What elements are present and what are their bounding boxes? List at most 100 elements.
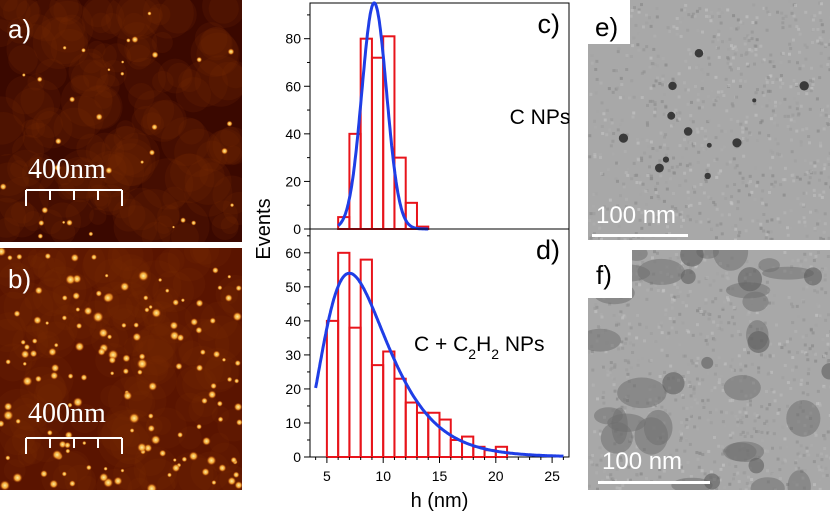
nanoparticle	[126, 38, 131, 43]
nanoparticle	[113, 476, 123, 486]
nanoparticle	[107, 68, 111, 72]
nanoparticle	[102, 293, 113, 303]
scale-bar-e	[592, 234, 688, 237]
y-tick-label: 80	[285, 31, 301, 47]
nanoparticle	[75, 322, 83, 330]
tem-aggregate	[747, 331, 770, 354]
nanoparticle	[20, 349, 30, 359]
nanoparticle	[181, 456, 188, 463]
nanoparticle	[148, 381, 158, 391]
nanoparticle	[132, 332, 142, 342]
histogram-bar	[393, 377, 407, 459]
nanoparticle	[202, 436, 211, 446]
histogram-bar	[370, 364, 385, 459]
fit-curve	[337, 1, 429, 231]
histogram-bar	[382, 350, 396, 459]
fit-curve	[314, 271, 564, 458]
nanoparticle	[53, 342, 59, 348]
nanoparticle	[146, 483, 157, 490]
nanoparticle	[211, 479, 217, 486]
tem-aggregate	[634, 417, 668, 455]
nanoparticle	[120, 468, 125, 473]
tem-particle	[706, 142, 712, 148]
nanoparticle	[82, 440, 87, 446]
nanoparticle	[195, 364, 204, 372]
nanoparticle	[72, 291, 81, 300]
tem-aggregate	[786, 399, 821, 437]
nanoparticle	[68, 480, 76, 487]
nanoparticle	[195, 299, 204, 308]
nanoparticle	[224, 294, 233, 302]
nanoparticle	[176, 333, 185, 342]
nanoparticle	[226, 376, 233, 383]
nanoparticle	[50, 363, 60, 373]
tem-aggregate	[821, 363, 830, 380]
nanoparticle	[151, 51, 159, 59]
nanoparticle	[232, 471, 240, 479]
nanoparticle	[210, 382, 217, 390]
nanoparticle	[190, 220, 197, 226]
nanoparticle	[61, 294, 68, 301]
nanoparticle	[61, 471, 68, 477]
tem-aggregate	[593, 407, 623, 425]
nanoparticle	[120, 71, 125, 76]
nanoparticle	[209, 317, 217, 325]
nanoparticle	[140, 160, 145, 165]
nanoparticle	[201, 397, 208, 405]
y-tick-label: 20	[285, 173, 301, 189]
tem-aggregate	[762, 266, 814, 280]
nanoparticle	[188, 451, 199, 461]
y-tick-label: 30	[285, 347, 301, 363]
nanoparticle	[138, 270, 149, 282]
nanoparticle	[207, 390, 217, 399]
tem-particle	[667, 111, 676, 120]
x-axis-label: h (nm)	[411, 490, 469, 512]
nanoparticle	[22, 376, 33, 387]
nanoparticle	[190, 318, 199, 326]
nanoparticle	[103, 466, 108, 471]
nanoparticle	[0, 420, 5, 428]
panel-label-a: a)	[8, 14, 32, 44]
nanoparticle	[5, 359, 12, 365]
nanoparticle	[212, 266, 219, 274]
nanoparticle	[177, 431, 184, 438]
x-tick-label: 5	[323, 468, 331, 484]
nanoparticle	[201, 467, 210, 477]
nanoparticle	[230, 456, 238, 464]
histogram-bar	[438, 418, 452, 459]
nanoparticle	[172, 299, 180, 306]
histogram-bar	[370, 56, 385, 230]
nanoparticle	[31, 338, 38, 344]
nanoparticle	[235, 284, 242, 292]
nanoparticle	[5, 455, 11, 461]
nanoparticle	[233, 402, 242, 412]
tem-aggregate	[701, 356, 714, 369]
nanoparticle	[3, 410, 14, 421]
y-tick-label: 60	[285, 245, 301, 261]
nanoparticle	[104, 273, 109, 278]
nanoparticle	[195, 326, 203, 334]
nanoparticle	[34, 375, 42, 383]
tem-aggregate	[703, 473, 721, 490]
nanoparticle	[7, 254, 13, 261]
histogram-bar	[359, 37, 373, 231]
nanoparticle	[147, 11, 152, 16]
tem-aggregate	[742, 291, 769, 312]
nanoparticle	[37, 233, 44, 239]
nanoparticle	[61, 315, 68, 321]
nanoparticle	[199, 349, 206, 356]
nanoparticle	[50, 371, 59, 380]
nanoparticle	[122, 354, 131, 363]
tem-aggregate	[723, 374, 761, 401]
nanoparticle	[12, 472, 23, 483]
nanoparticle	[148, 149, 156, 156]
nanoparticle	[180, 217, 187, 224]
y-tick-label: 0	[293, 449, 301, 465]
nanoparticle	[226, 120, 233, 127]
nanoparticle	[128, 412, 140, 424]
nanoparticle	[83, 306, 93, 316]
nanoparticle	[221, 357, 227, 363]
tem-particle	[654, 163, 664, 173]
nanoparticle	[13, 310, 21, 318]
nanoparticle	[232, 311, 242, 322]
